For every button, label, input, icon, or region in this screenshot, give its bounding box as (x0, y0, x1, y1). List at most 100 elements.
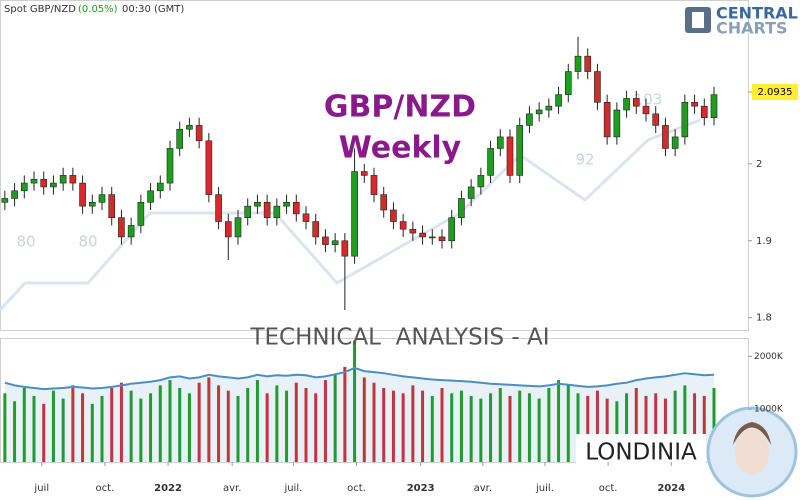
y-tick-label: 1.9 (756, 236, 772, 247)
volume-bar (372, 382, 376, 462)
volume-bar (527, 393, 531, 462)
candle-body (302, 213, 310, 222)
volume-bar (304, 388, 308, 462)
background-label: 80 (78, 233, 97, 251)
volume-bar (518, 390, 522, 462)
candle-body (477, 175, 485, 188)
x-tick-label: avr. (474, 483, 492, 494)
volume-bar (129, 390, 133, 462)
chart-title: GBP/NZD (324, 90, 476, 125)
volume-bar (450, 393, 454, 462)
candle-body (671, 136, 679, 149)
candle-body (632, 98, 640, 107)
volume-bar (634, 388, 638, 462)
volume-bar (382, 388, 386, 462)
x-tick-label: 2022 (154, 483, 182, 494)
volume-bar (42, 403, 46, 462)
volume-bar (217, 385, 221, 462)
candle-body (322, 236, 329, 245)
volume-bar (110, 388, 114, 462)
volume-bar (421, 390, 425, 462)
volume-bar (285, 390, 289, 462)
volume-average-line (4, 366, 715, 391)
candle-body (263, 202, 271, 218)
candle-body (205, 140, 213, 195)
volume-bar (654, 393, 658, 462)
volume-bar (255, 380, 259, 462)
candle-body (40, 178, 48, 188)
volume-bar (508, 395, 512, 462)
candle-body (50, 182, 57, 188)
volume-bar (353, 340, 357, 462)
candle-body (448, 217, 456, 242)
y-tick-label: 2000K (754, 352, 784, 362)
volume-bar (226, 390, 230, 462)
candle-body (331, 240, 339, 245)
volume-bar (323, 380, 327, 462)
candle-body (496, 136, 504, 149)
volume-bar (61, 398, 65, 462)
volume-bar (187, 393, 191, 462)
volume-bar (3, 393, 7, 462)
candle-body (652, 113, 660, 126)
background-label: 103 (634, 91, 663, 109)
candle-body (224, 221, 232, 238)
candle-body (370, 175, 378, 195)
candle-body (574, 55, 582, 72)
volume-bar (333, 374, 337, 462)
volume-bar (557, 380, 561, 462)
candle-body (20, 182, 28, 192)
time: 00:30 (GMT) (122, 4, 184, 15)
candle-body (380, 194, 388, 211)
candle-body (147, 190, 154, 203)
candle-body (127, 225, 135, 238)
volume-bar (401, 393, 405, 462)
author-box (576, 434, 706, 470)
volume-bar (644, 395, 648, 462)
x-tick-label: oct. (96, 483, 115, 494)
candle-body (681, 102, 689, 138)
volume-bar (605, 398, 609, 462)
x-tick-label: 2024 (657, 483, 685, 494)
candle-body (594, 71, 601, 103)
candle-body (710, 94, 718, 118)
candle-body (545, 105, 553, 111)
candle-body (603, 102, 611, 138)
brand: CHARTS (716, 19, 788, 38)
logo: CENTRAL CHARTS (685, 4, 798, 38)
candle-body (409, 228, 417, 234)
volume-bar (693, 393, 697, 462)
volume-bar (246, 388, 250, 462)
volume-bar (139, 398, 143, 462)
volume-bar (391, 390, 395, 462)
background-decoration (0, 118, 701, 312)
plot (1, 36, 718, 462)
candle-body (312, 221, 320, 238)
candle-body (623, 98, 630, 111)
candle-body (399, 221, 407, 230)
candle-body (244, 205, 252, 218)
volume-bar (625, 393, 629, 462)
candle-body (166, 148, 174, 184)
volume-bar (489, 393, 493, 462)
volume-bar (537, 398, 541, 462)
volume-bar (712, 388, 716, 462)
candle-body (360, 171, 368, 176)
candle-body (642, 105, 650, 115)
volume-bar (22, 388, 26, 462)
x-tick-label: oct. (347, 483, 366, 494)
volume-bar (663, 398, 667, 462)
candle-body (283, 202, 290, 207)
volume-bar (343, 366, 347, 462)
volume-bar (158, 385, 162, 462)
candle-body (118, 217, 125, 238)
candle-body (700, 105, 708, 118)
candle-body (59, 175, 67, 184)
volume-bar (595, 390, 599, 462)
last-price-tag (752, 83, 798, 100)
banner: TECHNICAL ANALYSIS - AI (249, 325, 549, 351)
volume-bar (547, 388, 551, 462)
candle-body (69, 175, 77, 184)
background-label: 80 (16, 233, 35, 251)
